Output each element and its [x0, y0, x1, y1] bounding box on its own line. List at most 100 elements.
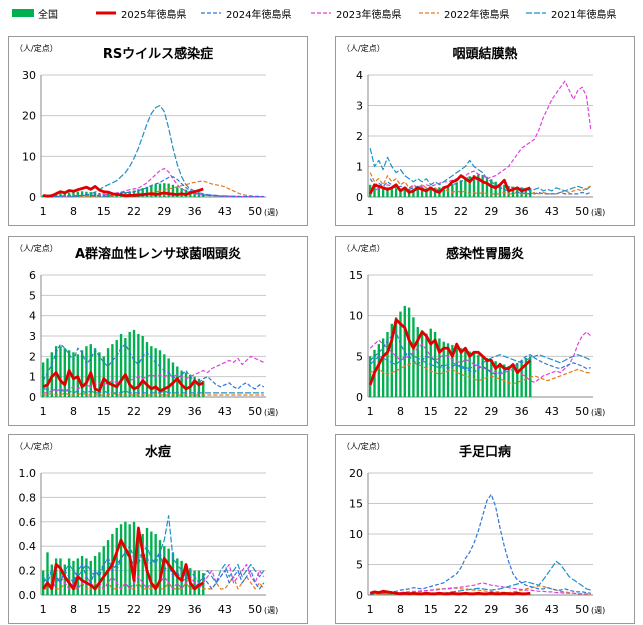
bar-national	[184, 564, 188, 595]
bar-national	[412, 317, 415, 397]
bar-national	[451, 594, 454, 595]
bar-national	[80, 191, 84, 197]
legend-swatch	[526, 12, 546, 14]
y-tick-label: 1	[29, 371, 36, 384]
bar-national	[416, 188, 419, 197]
bar-national	[171, 362, 175, 397]
y-tick-label: 10	[349, 528, 363, 541]
series-line	[369, 172, 591, 195]
x-tick-label: 36	[515, 405, 529, 418]
x-unit-label: (週)	[591, 208, 605, 217]
bar-national	[137, 333, 140, 397]
y-tick-label: 3	[29, 330, 36, 343]
bar-national	[150, 346, 153, 397]
y-tick-label: 0	[356, 589, 363, 602]
x-tick-label: 50	[248, 205, 262, 218]
bar-national	[72, 560, 75, 595]
x-tick-label: 15	[97, 205, 111, 218]
x-tick-label: 43	[545, 205, 559, 218]
x-tick-label: 22	[127, 405, 141, 418]
bar-national	[494, 361, 497, 397]
y-tick-label: 0	[29, 191, 36, 204]
bar-national	[459, 348, 463, 397]
y-tick-label: 1	[356, 161, 363, 174]
chart-title: A群溶血性レンサ球菌咽頭炎	[74, 247, 242, 262]
bar-national	[451, 344, 454, 397]
bar-national	[132, 329, 136, 397]
bar-national	[511, 186, 515, 197]
x-tick-label: 43	[218, 205, 232, 218]
legend-swatch	[419, 12, 439, 14]
bar-national	[89, 344, 92, 397]
y-tick-label: 10	[22, 150, 36, 163]
bar-national	[529, 356, 532, 397]
x-tick-label: 50	[575, 603, 589, 616]
bar-national	[459, 180, 463, 197]
series-line	[43, 355, 265, 394]
bar-national	[184, 372, 188, 397]
y-tick-label: 0.2	[19, 565, 37, 578]
y-tick-label: 5	[356, 559, 363, 572]
x-tick-label: 29	[484, 405, 498, 418]
series-line	[42, 369, 204, 393]
legend-swatch	[12, 9, 34, 17]
x-tick-label: 8	[70, 603, 77, 616]
bar-national	[80, 555, 84, 595]
x-unit-label: (週)	[264, 408, 278, 417]
bar-national	[481, 175, 484, 197]
bar-national	[145, 186, 149, 197]
bar-national	[176, 366, 179, 397]
series-line	[42, 545, 265, 590]
y-tick-label: 30	[22, 69, 36, 82]
bar-national	[477, 174, 480, 197]
series-line	[370, 560, 591, 595]
bar-national	[150, 185, 153, 197]
bar-national	[507, 366, 510, 397]
bar-national	[93, 348, 97, 397]
bar-national	[98, 552, 101, 595]
bar-national	[464, 178, 467, 197]
bar-national	[377, 344, 381, 397]
bar-national	[54, 193, 58, 197]
bar-national	[425, 333, 428, 397]
x-tick-label: 22	[127, 603, 141, 616]
bar-national	[106, 540, 110, 595]
y-unit-label: （人/定点）	[15, 44, 58, 53]
bar-national	[464, 594, 467, 595]
chart-plot: 0 10 20 30 1 8 15 22 29 36 43 50 (週)	[22, 69, 278, 218]
bar-national	[128, 331, 131, 397]
bar-national	[150, 531, 153, 595]
chart-plot: 0.0 0.2 0.4 0.6 0.8 1.0 1 8 15 22 29 36 43 50 (週)	[19, 467, 279, 616]
bar-national	[145, 342, 149, 397]
bar-national	[529, 188, 532, 197]
x-tick-label: 50	[575, 405, 589, 418]
bar-national	[41, 570, 45, 595]
chart-title: 感染性胃腸炎	[445, 247, 524, 262]
bar-national	[167, 183, 170, 197]
x-tick-label: 43	[218, 603, 232, 616]
bar-national	[386, 331, 389, 397]
x-tick-label: 43	[218, 405, 232, 418]
legend-label: 全国	[38, 9, 58, 21]
x-tick-label: 1	[367, 603, 374, 616]
bar-national	[106, 348, 110, 397]
bar-national	[102, 546, 105, 595]
x-tick-label: 8	[70, 205, 77, 218]
series-line	[43, 104, 264, 198]
x-tick-label: 36	[188, 603, 202, 616]
bar-national	[503, 184, 506, 197]
series-line	[42, 563, 265, 590]
bar-national	[154, 184, 157, 197]
legend-label: 2024年徳島県	[226, 9, 292, 21]
bar-national	[438, 594, 441, 595]
series-line	[369, 351, 592, 370]
bar-national	[98, 352, 101, 397]
legend-label: 2023年徳島県	[336, 9, 402, 21]
x-tick-label: 36	[515, 205, 529, 218]
bar-national	[368, 594, 372, 595]
bar-national	[106, 193, 110, 197]
x-tick-label: 29	[484, 205, 498, 218]
bar-national	[386, 594, 389, 595]
y-tick-label: 0.8	[19, 491, 37, 504]
